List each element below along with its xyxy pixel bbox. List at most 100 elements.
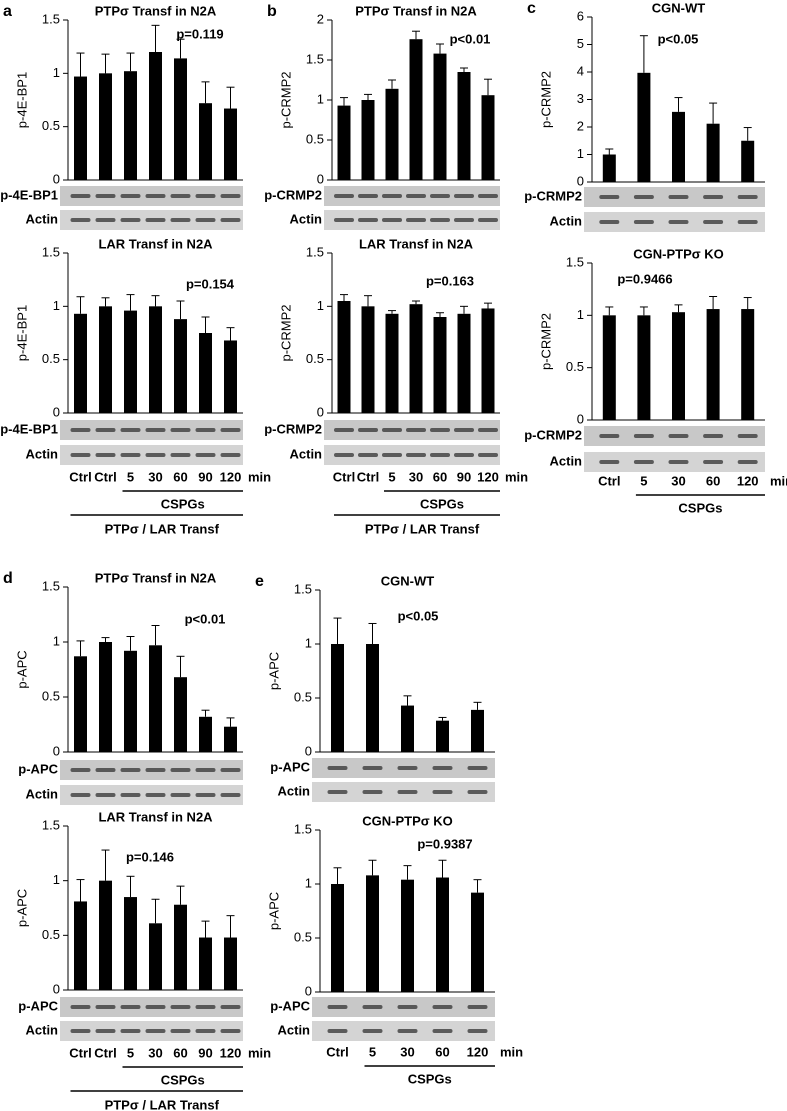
blot-band [95, 768, 116, 772]
y-tick-label: 1.5 [306, 51, 324, 66]
blot-band [170, 428, 191, 432]
y-tick-label: 0.5 [566, 359, 584, 374]
bar [149, 306, 162, 413]
x-tick-label: Ctrl [69, 1045, 91, 1060]
bar [124, 650, 137, 752]
x-tick-label: 30 [409, 469, 423, 484]
bar [401, 705, 414, 752]
blot-band [668, 434, 689, 438]
blot-band [195, 1029, 216, 1033]
y-tick-label: 0 [305, 983, 312, 998]
blot-band [397, 1029, 418, 1033]
y-tick-label: 1 [305, 635, 312, 650]
x-tick-label: Ctrl [94, 1045, 116, 1060]
blot-label: Actin [26, 446, 59, 461]
y-tick-label: 0 [53, 404, 60, 419]
blot-label: p-CRMP2 [524, 427, 582, 442]
blot-band [170, 194, 191, 198]
y-axis-label: p-4E-BP1 [14, 72, 29, 128]
blot-band [478, 194, 498, 198]
blot-band [220, 428, 241, 432]
bar [199, 937, 212, 990]
bar [361, 100, 375, 180]
blot-band [70, 218, 91, 222]
y-tick-label: 1.5 [42, 578, 60, 593]
blot-band [668, 460, 689, 464]
y-tick-label: 1 [317, 298, 324, 313]
transf-label: PTPσ / LAR Transf [105, 1097, 220, 1111]
bar [337, 105, 351, 180]
blot-band [120, 768, 141, 772]
blot-band [70, 1005, 91, 1009]
x-tick-label: 30 [400, 1044, 414, 1059]
blot-band [406, 194, 426, 198]
x-tick-label: 90 [198, 469, 212, 484]
bar [174, 904, 187, 990]
x-tick-label: 5 [388, 469, 395, 484]
x-tick-label: 90 [198, 1045, 212, 1060]
p-value: p<0.05 [658, 31, 699, 46]
blot-band [430, 218, 450, 222]
y-tick-label: 0 [53, 171, 60, 186]
x-tick-label: 60 [433, 469, 447, 484]
blot-band [599, 434, 620, 438]
x-tick-label: Ctrl [357, 469, 379, 484]
p-value: p=0.146 [126, 849, 174, 864]
blot-band [358, 453, 378, 457]
blot-band [382, 428, 402, 432]
blot-label: p-4E-BP1 [0, 187, 58, 202]
x-tick-label: 30 [148, 1045, 162, 1060]
y-tick-label: 0.5 [294, 929, 312, 944]
bar [199, 333, 212, 413]
y-tick-label: 4 [577, 63, 584, 78]
y-axis-label: p-CRMP2 [278, 71, 293, 128]
blot-band [467, 1005, 488, 1009]
y-tick-label: 0 [53, 743, 60, 758]
chart-title: CGN-PTPσ KO [633, 246, 724, 261]
chart-title: PTPσ Transf in N2A [355, 3, 477, 18]
blot-band [95, 428, 116, 432]
x-unit: min [505, 469, 528, 484]
y-axis-label: p-APC [266, 892, 281, 930]
chart-title: PTPσ Transf in N2A [95, 3, 217, 18]
blot-band [327, 790, 348, 794]
blot-band [145, 428, 166, 432]
blot-band [478, 428, 498, 432]
group-label: CSPGs [161, 496, 205, 511]
p-value: p<0.01 [185, 611, 226, 626]
y-axis-label: p-APC [14, 650, 29, 688]
y-tick-label: 0 [317, 171, 324, 186]
blot-band [170, 768, 191, 772]
y-tick-label: 1.5 [306, 244, 324, 259]
y-tick-label: 1.5 [42, 11, 60, 26]
x-unit: min [770, 473, 787, 488]
p-value: p=0.154 [186, 276, 235, 291]
y-tick-label: 0 [305, 743, 312, 758]
y-tick-label: 0.5 [306, 351, 324, 366]
x-tick-label: 30 [671, 473, 685, 488]
blot-band [334, 428, 354, 432]
chart-title: PTPσ Transf in N2A [95, 570, 217, 585]
blot-band [432, 1005, 453, 1009]
blot-band [737, 195, 758, 199]
chart-title: LAR Transf in N2A [359, 236, 474, 251]
blot-band [397, 1005, 418, 1009]
p-value: p=0.163 [426, 273, 474, 288]
y-tick-label: 0.5 [42, 688, 60, 703]
group-label: CSPGs [408, 1071, 452, 1086]
blot-band [145, 1005, 166, 1009]
bar [74, 313, 87, 413]
bar [99, 880, 112, 990]
blot-band [432, 790, 453, 794]
bar [361, 306, 375, 413]
blot-band [170, 453, 191, 457]
blot-band [334, 453, 354, 457]
bar [74, 901, 87, 990]
y-tick-label: 0.5 [42, 351, 60, 366]
bar [99, 306, 112, 413]
bar [385, 88, 399, 180]
y-tick-label: 1 [577, 146, 584, 161]
blot-band [362, 1005, 383, 1009]
blot-band [737, 434, 758, 438]
y-tick-label: 1.5 [42, 244, 60, 259]
